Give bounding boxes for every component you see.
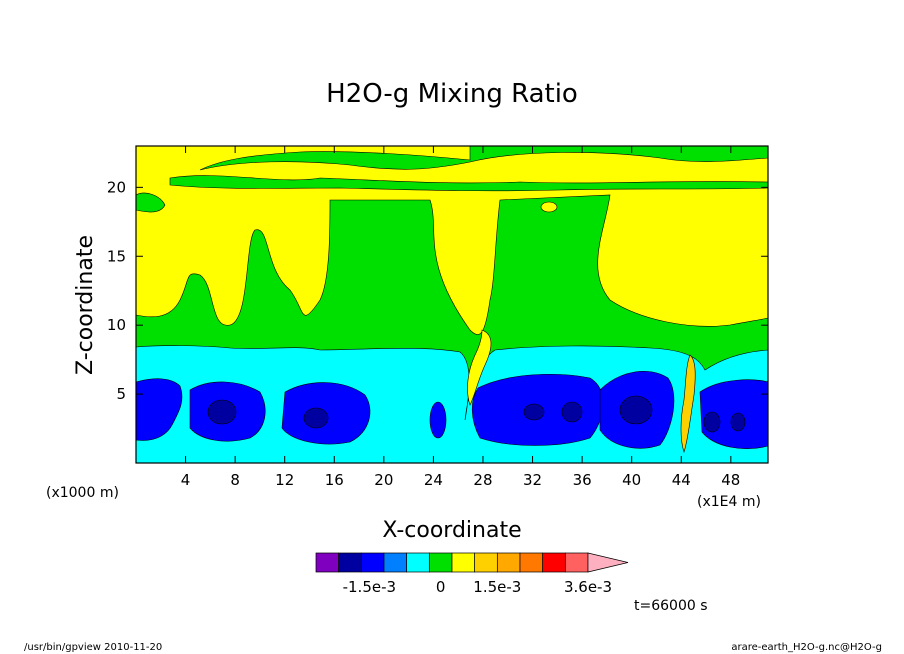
colorbar-label: 1.5e-3 [473,578,521,596]
colorbar-label: 3.6e-3 [564,578,612,596]
colorbar-swatch [542,552,566,573]
contour-navy-5 [619,395,653,425]
plot-area [136,146,768,463]
contour-navy-4 [561,401,583,423]
x-tick-label: 36 [573,471,592,489]
x-tick-label: 16 [325,471,344,489]
colorbar-arrow [587,552,629,573]
y-tick-label: 15 [107,247,126,265]
contour-orange-plume [680,354,696,453]
x-unit-right: (x1E4 m) [697,494,761,510]
y-axis-label: Z-coordinate [73,235,98,375]
x-tick-label: 12 [275,471,294,489]
footer-left: /usr/bin/gpview 2010-11-20 [24,642,162,653]
contour-navy-3 [523,403,545,421]
contour-blue-6 [699,379,768,449]
footer-right: arare-earth_H2O-g.nc@H2O-g [731,642,882,653]
contour-blue-1 [136,378,183,441]
colorbar-swatch [474,552,498,573]
contour-green-upper [199,146,768,171]
x-tick-label: 40 [622,471,641,489]
colorbar-label: 0 [436,578,446,596]
colorbar-swatch [360,552,385,573]
x-tick-label: 48 [721,471,740,489]
colorbar-swatch [496,552,521,573]
x-tick-label: 20 [374,471,393,489]
x-axis: 4 8 12 16 20 24 28 32 36 40 44 48 [181,146,740,489]
colorbar-swatch [564,552,589,573]
contour-navy-6 [703,411,721,433]
contour-yellow-patch-1 [540,201,558,213]
contour-yellow-plume [467,329,492,406]
colorbar-swatch [451,552,476,573]
contour-navy-1 [207,399,237,425]
colorbar-swatch [406,552,430,573]
colorbar-swatch [519,552,544,573]
contour-green-patch [136,192,166,213]
contour-green-band [169,175,768,192]
plot-frame [135,145,769,464]
colorbar-swatch [428,552,453,573]
colorbar: -1.5e-3 0 1.5e-3 3.6e-3 [315,552,629,596]
x-unit-left: (x1000 m) [46,485,119,501]
x-tick-label: 28 [473,471,492,489]
contour-blue-7 [429,401,447,439]
colorbar-swatch [338,552,362,573]
contour-navy-7 [730,412,746,432]
time-label: t=66000 s [634,598,708,614]
contour-navy-2 [303,407,329,429]
x-tick-label: 4 [181,471,191,489]
x-tick-label: 44 [672,471,691,489]
y-axis: 5 10 15 20 [107,178,768,403]
x-tick-label: 24 [424,471,443,489]
x-tick-label: 32 [523,471,542,489]
x-axis-label: X-coordinate [382,518,521,543]
x-tick-label: 8 [230,471,240,489]
colorbar-swatch [315,552,340,573]
y-tick-label: 5 [116,385,126,403]
colorbar-label: -1.5e-3 [343,578,396,596]
chart-title: H2O-g Mixing Ratio [326,79,578,109]
y-tick-label: 10 [107,316,126,334]
y-tick-label: 20 [107,178,126,196]
colorbar-swatch [383,552,408,573]
